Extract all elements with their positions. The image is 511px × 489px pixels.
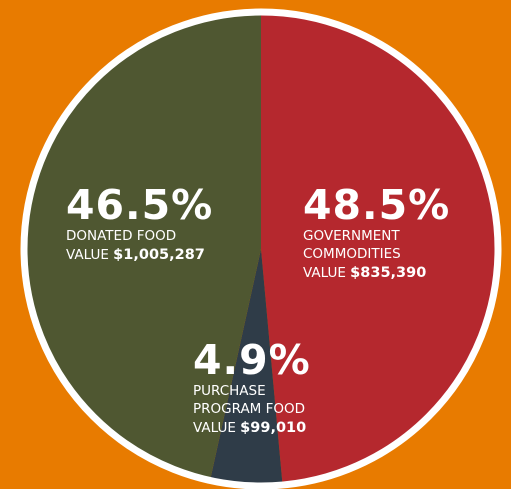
amount-value: $99,010 (240, 420, 307, 436)
amount-line: VALUE $99,010 (193, 418, 323, 438)
slice-label: 4.9% PURCHASE PROGRAM FOOD VALUE $99,010 (193, 338, 323, 438)
percent-label: 46.5% (66, 181, 214, 229)
pie-slice (261, 12, 498, 486)
category-label: PURCHASE PROGRAM FOOD (193, 383, 306, 417)
slice-label: 46.5% DONATED FOOD VALUE $1,005,287 (66, 183, 226, 265)
amount-value: $1,005,287 (113, 247, 205, 263)
amount-line: VALUE $1,005,287 (66, 245, 226, 265)
slice-label: 48.5% GOVERNMENT COMMODITIES VALUE $835,39… (303, 181, 451, 283)
category-label: DONATED FOOD (66, 228, 177, 244)
amount-line: VALUE $835,390 (303, 263, 433, 283)
amount-prefix: VALUE (303, 265, 346, 281)
category-label: GOVERNMENT COMMODITIES (303, 228, 401, 262)
percent-label: 48.5% (303, 181, 451, 229)
pie-slice (24, 12, 261, 481)
amount-prefix: VALUE (193, 420, 236, 436)
pie-border (20, 8, 502, 489)
percent-label: 4.9% (193, 336, 311, 384)
amount-prefix: VALUE (66, 247, 109, 263)
amount-value: $835,390 (350, 265, 427, 281)
pie-slice (209, 249, 283, 486)
